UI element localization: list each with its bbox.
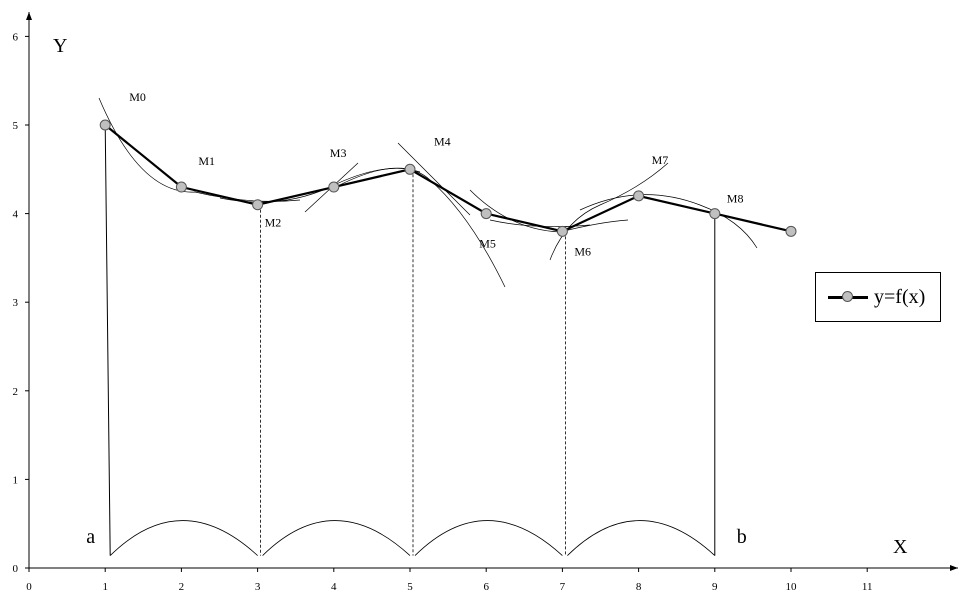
- point-label-m5: M5: [479, 237, 496, 251]
- data-point-4: [404, 163, 416, 175]
- approx-curve-6: [549, 162, 669, 261]
- data-point-5: [480, 208, 492, 220]
- x-tick-label-5: 5: [407, 581, 413, 593]
- data-point-8: [709, 208, 721, 220]
- data-point-9: [785, 225, 797, 237]
- construction-arc-2: [262, 520, 411, 556]
- legend: y=f(x): [815, 272, 941, 322]
- point-label-m7: M7: [652, 153, 669, 167]
- y-tick-label-4: 4: [13, 209, 19, 221]
- data-point-1: [175, 181, 187, 193]
- x-tick-label-7: 7: [560, 581, 566, 593]
- y-tick-label-5: 5: [13, 120, 19, 132]
- x-tick-label-1: 1: [102, 581, 108, 593]
- x-tick-label-10: 10: [786, 581, 798, 593]
- construction-arc-3: [414, 520, 563, 556]
- tangent-m4: [397, 142, 471, 216]
- legend-label: y=f(x): [874, 285, 926, 308]
- x-tick-label-2: 2: [179, 581, 185, 593]
- point-label-m0: M0: [129, 90, 146, 104]
- construction-arc-1: [109, 520, 258, 556]
- y-tick-label-3: 3: [13, 297, 19, 309]
- point-label-m4: M4: [434, 134, 451, 148]
- x-axis-title: X: [893, 536, 908, 558]
- x-tick-label-9: 9: [712, 581, 718, 593]
- data-point-0: [99, 119, 111, 131]
- y-axis-title: Y: [53, 35, 67, 57]
- x-tick-label-8: 8: [636, 581, 642, 593]
- x-tick-label-11: 11: [862, 581, 873, 593]
- legend-marker-swatch: [842, 290, 853, 302]
- point-label-m3: M3: [330, 146, 347, 160]
- construction-arc-4: [567, 520, 716, 556]
- x-tick-label-0: 0: [26, 581, 32, 593]
- boundary-line-a: [104, 124, 111, 556]
- approx-curve-3: [329, 167, 506, 288]
- data-point-6: [556, 225, 568, 237]
- y-tick-label-1: 1: [13, 474, 19, 486]
- x-axis-arrow: [950, 565, 958, 571]
- legend-line-swatch: [828, 290, 868, 302]
- y-tick-label-2: 2: [13, 386, 19, 398]
- x-tick-label-4: 4: [331, 581, 337, 593]
- point-label-m8: M8: [727, 192, 744, 206]
- point-label-m6: M6: [574, 244, 591, 258]
- y-tick-label-0: 0: [13, 563, 19, 575]
- y-axis-arrow: [26, 12, 32, 20]
- x-tick-label-3: 3: [255, 581, 261, 593]
- y-tick-label-6: 6: [13, 31, 19, 43]
- point-label-m1: M1: [198, 154, 215, 168]
- data-point-7: [633, 190, 645, 202]
- endpoint-label-a: a: [86, 526, 95, 548]
- point-label-m2: M2: [265, 216, 282, 230]
- x-tick-label-6: 6: [483, 581, 489, 593]
- approx-curve-1: [98, 97, 301, 202]
- data-point-2: [252, 199, 264, 211]
- series-line: [104, 124, 792, 233]
- endpoint-label-b: b: [737, 526, 747, 548]
- approx-curve-7: [579, 194, 758, 249]
- data-point-3: [328, 181, 340, 193]
